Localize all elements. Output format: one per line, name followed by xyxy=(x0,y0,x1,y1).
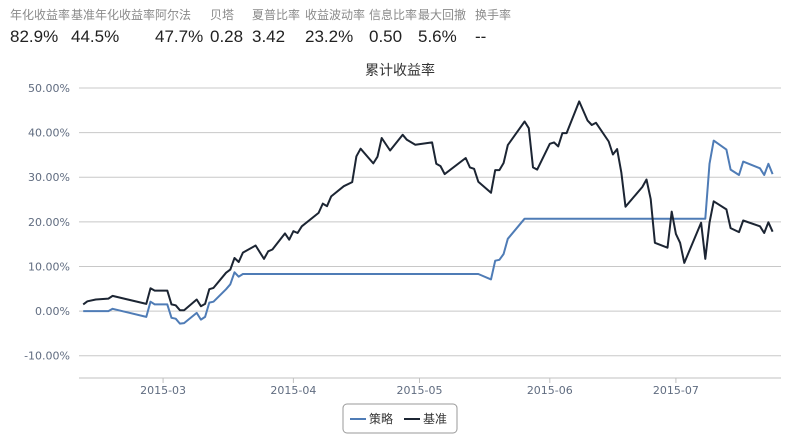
stat-value: 82.9% xyxy=(10,27,59,46)
stat-value: -- xyxy=(475,27,487,46)
series-lines xyxy=(82,100,774,325)
x-axis: 2015-03 2015-04 2015-05 2015-06 2015-07 xyxy=(140,378,699,397)
stat-value: 44.5% xyxy=(71,27,120,46)
stat-value: 3.42 xyxy=(252,27,286,46)
stat-beta: 贝塔 0.28 xyxy=(210,6,243,47)
stat-max-drawdown: 最大回撤 5.6% xyxy=(418,6,466,47)
legend-item-strategy[interactable]: 策略 xyxy=(350,411,393,426)
y-axis: -10.00% 0.00% 10.00% 20.00% 30.00% 40.00% 50.0… xyxy=(24,82,70,363)
benchmark-line xyxy=(82,100,774,312)
stat-label: 收益波动率 xyxy=(305,8,366,22)
stat-label: 换手率 xyxy=(475,8,512,22)
stat-label: 年化收益率 xyxy=(10,8,71,22)
gridlines xyxy=(79,87,781,379)
legend-label-benchmark: 基准 xyxy=(423,412,447,426)
strategy-line xyxy=(83,139,774,325)
y-tick-label: 0.00% xyxy=(35,305,70,318)
y-tick-label: 50.00% xyxy=(28,82,70,95)
stat-label: 最大回撤 xyxy=(418,8,467,22)
stat-volatility: 收益波动率 23.2% xyxy=(305,6,365,47)
stat-value: 0.28 xyxy=(210,27,244,46)
stat-value: 47.7% xyxy=(155,27,204,46)
stat-alpha: 阿尔法 47.7% xyxy=(155,6,203,47)
stat-label: 夏普比率 xyxy=(252,8,301,22)
legend: 策略 基准 xyxy=(342,403,458,434)
stat-label: 基准年化收益率 xyxy=(71,8,156,22)
y-tick-label: -10.00% xyxy=(24,350,70,363)
stat-information-ratio: 信息比率 0.50 xyxy=(369,6,417,47)
stat-label: 信息比率 xyxy=(369,8,418,22)
x-tick-label: 2015-07 xyxy=(653,384,699,397)
stat-value: 23.2% xyxy=(305,27,354,46)
stat-label: 贝塔 xyxy=(210,8,235,22)
x-tick-label: 2015-03 xyxy=(140,384,186,397)
legend-box xyxy=(342,403,458,434)
stat-value: 5.6% xyxy=(418,27,457,46)
y-tick-label: 10.00% xyxy=(28,260,70,273)
stat-annual-return: 年化收益率 82.9% xyxy=(10,6,70,47)
stat-value: 0.50 xyxy=(369,27,403,46)
chart-title: 累计收益率 xyxy=(365,62,435,79)
legend-item-benchmark[interactable]: 基准 xyxy=(404,412,447,426)
stat-label: 阿尔法 xyxy=(155,8,192,22)
stat-turnover: 换手率 -- xyxy=(475,6,511,47)
stat-benchmark-annual-return: 基准年化收益率 44.5% xyxy=(71,6,155,47)
x-tick-label: 2015-06 xyxy=(527,384,573,397)
x-tick-label: 2015-05 xyxy=(397,384,443,397)
x-tick-label: 2015-04 xyxy=(270,384,316,397)
y-tick-label: 40.00% xyxy=(28,127,70,140)
stat-sharpe: 夏普比率 3.42 xyxy=(252,6,300,47)
y-tick-label: 30.00% xyxy=(28,171,70,184)
y-tick-label: 20.00% xyxy=(28,216,70,229)
legend-label-strategy: 策略 xyxy=(369,411,393,426)
